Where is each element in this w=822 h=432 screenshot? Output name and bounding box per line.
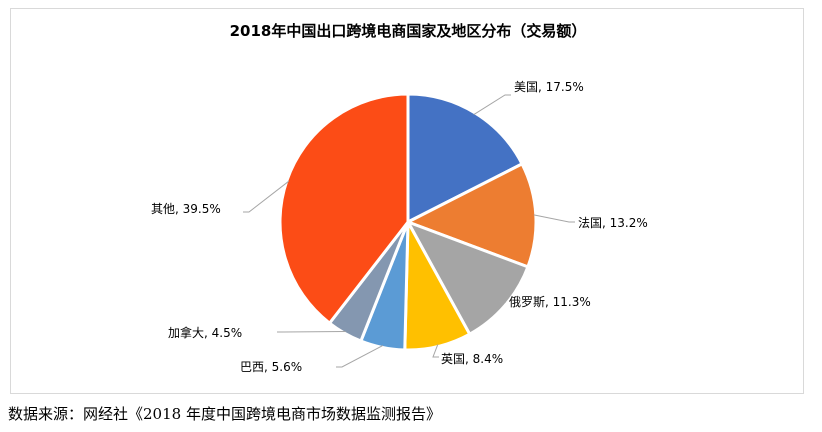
data-label-france: 法国, 13.2%	[578, 216, 648, 230]
pie-slice-usa	[406, 92, 525, 225]
pie-chart: 2018年中国出口跨境电商国家及地区分布（交易额） 美国, 17.5% 法国, 1…	[151, 22, 648, 374]
leader-line-usa	[473, 94, 511, 115]
pie-slice-other	[278, 92, 410, 326]
leader-line-france	[533, 214, 575, 223]
leader-line-uk	[432, 344, 439, 358]
leader-line-canada	[277, 330, 346, 333]
leader-line-other	[243, 180, 290, 213]
data-label-other: 其他, 39.5%	[151, 202, 221, 216]
data-label-canada: 加拿大, 4.5%	[168, 325, 242, 340]
data-label-usa: 美国, 17.5%	[514, 80, 584, 94]
pie-slice-france	[404, 161, 538, 269]
pie-slices	[278, 92, 538, 352]
data-label-uk: 英国, 8.4%	[441, 352, 503, 366]
data-label-brazil: 巴西, 5.6%	[240, 360, 302, 374]
chart-title: 2018年中国出口跨境电商国家及地区分布（交易额）	[230, 22, 587, 40]
data-labels: 美国, 17.5% 法国, 13.2% 俄罗斯, 11.3% 英国, 8.4% 巴西, …	[151, 80, 648, 374]
leader-line-brazil	[336, 345, 384, 368]
leader-line-russia	[498, 301, 506, 305]
source-note: 数据来源：网经社《2018 年度中国跨境电商市场数据监测报告》	[8, 405, 441, 423]
pie-slice-russia	[404, 219, 530, 337]
leader-lines	[243, 94, 575, 368]
data-label-russia: 俄罗斯, 11.3%	[509, 295, 591, 309]
chart-frame: 2018年中国出口跨境电商国家及地区分布（交易额） 美国, 17.5% 法国, 1…	[10, 8, 804, 394]
